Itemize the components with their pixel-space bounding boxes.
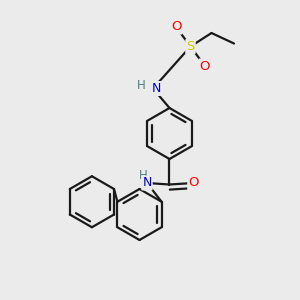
Text: N: N	[151, 82, 161, 95]
Text: O: O	[171, 20, 181, 34]
Text: H: H	[137, 79, 146, 92]
Text: N: N	[142, 176, 152, 190]
Text: O: O	[188, 176, 199, 190]
Text: H: H	[139, 169, 148, 182]
Text: O: O	[200, 59, 210, 73]
Text: S: S	[186, 40, 195, 53]
